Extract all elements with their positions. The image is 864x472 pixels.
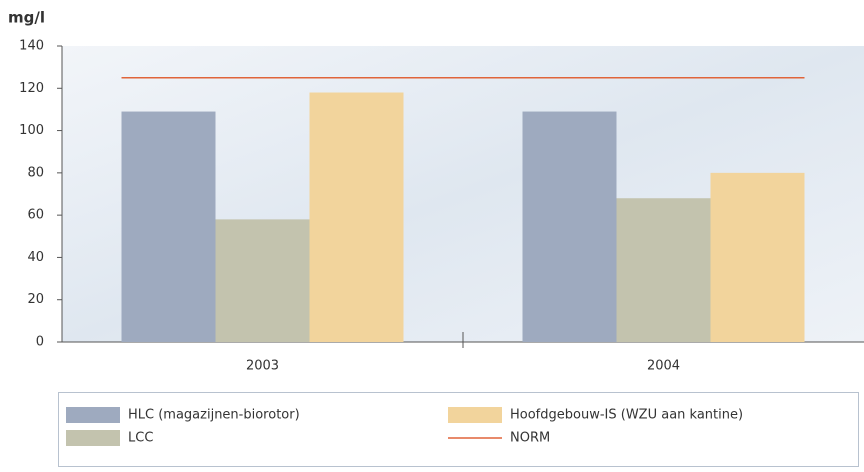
bar xyxy=(216,219,310,342)
y-tick-label: 80 xyxy=(27,165,44,180)
bar xyxy=(617,198,711,342)
bar xyxy=(122,112,216,342)
x-tick-label: 2003 xyxy=(246,359,279,374)
y-tick-label: 20 xyxy=(27,292,44,307)
legend-label: Hoofdgebouw-IS (WZU aan kantine) xyxy=(510,408,743,423)
y-tick-label: 120 xyxy=(19,81,44,96)
y-tick-label: 100 xyxy=(19,123,44,138)
bar xyxy=(523,112,617,342)
chart: mg/l 0 20 40 60 80 100 120 140 2003 2004 HLC (maga… xyxy=(0,0,864,468)
bar xyxy=(711,173,805,342)
legend-box xyxy=(59,393,859,467)
legend-swatch xyxy=(66,430,120,446)
x-tick-label: 2004 xyxy=(647,359,680,374)
legend-label: LCC xyxy=(128,431,153,446)
y-tick-label: 40 xyxy=(27,250,44,265)
y-tick-label: 0 xyxy=(36,335,44,350)
y-tick-label: 60 xyxy=(27,208,44,223)
bar xyxy=(310,93,404,342)
legend-label: NORM xyxy=(510,431,550,446)
legend-label: HLC (magazijnen-biorotor) xyxy=(128,408,300,423)
legend-swatch xyxy=(66,407,120,423)
y-axis-label: mg/l xyxy=(8,9,45,27)
legend-swatch xyxy=(448,407,502,423)
y-tick-label: 140 xyxy=(19,39,44,54)
